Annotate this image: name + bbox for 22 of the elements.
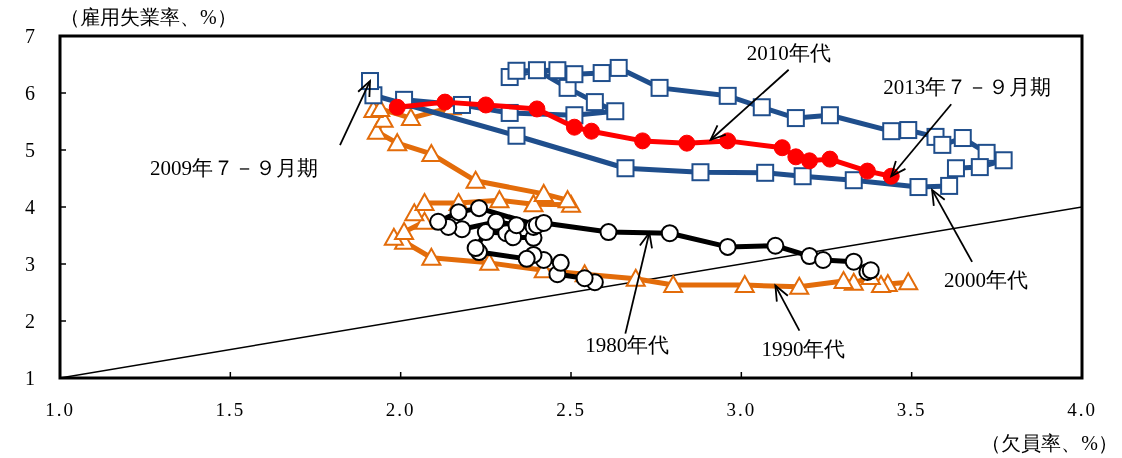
x-tick-label: 1.5 <box>215 399 246 420</box>
annotation: 2000年代 <box>944 267 1029 292</box>
y-tick-label: 1 <box>25 367 35 389</box>
annotation: 2010年代 <box>746 40 831 65</box>
x-tick-label: 2.0 <box>385 399 416 420</box>
y-tick-label: 7 <box>25 25 35 47</box>
x-axis-title: （欠員率、%） <box>981 432 1118 454</box>
y-tick-label: 3 <box>25 253 35 275</box>
x-tick-label: 3.5 <box>896 399 927 420</box>
annotation: 1990年代 <box>761 336 846 361</box>
y-tick-label: 2 <box>25 310 35 332</box>
x-tick-label: 3.0 <box>726 399 757 420</box>
x-tick-label: 1.0 <box>45 399 75 420</box>
x-tick-label: 4.0 <box>1067 399 1097 420</box>
y-tick-label: 5 <box>25 139 35 161</box>
annotation: 2009年７－９月期 <box>150 156 319 181</box>
y-tick-label: 4 <box>25 196 35 218</box>
y-axis-title: （雇用失業率、%） <box>60 6 237 28</box>
annotation: 1980年代 <box>585 332 670 357</box>
y-tick-label: 6 <box>25 82 35 104</box>
annotation: 2013年７－９月期 <box>883 75 1052 100</box>
x-tick-label: 2.5 <box>556 399 586 420</box>
